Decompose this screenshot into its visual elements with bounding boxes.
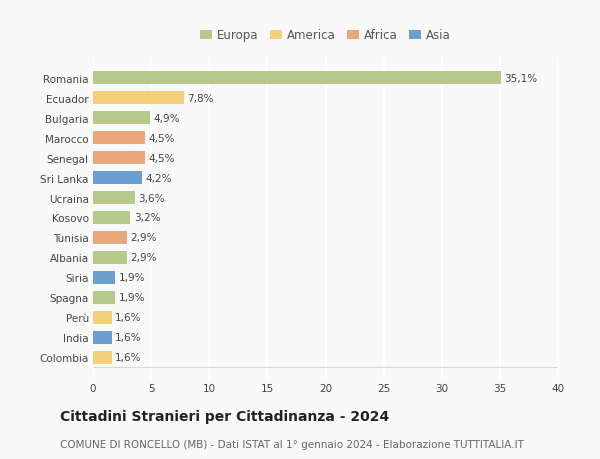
Bar — [93, 331, 112, 344]
Bar — [93, 252, 127, 264]
Bar — [93, 152, 145, 165]
Text: 2,9%: 2,9% — [130, 253, 157, 263]
Text: 1,9%: 1,9% — [119, 293, 145, 303]
Bar — [93, 212, 130, 224]
Text: 4,5%: 4,5% — [149, 133, 175, 143]
Text: 35,1%: 35,1% — [505, 73, 538, 84]
Text: 4,9%: 4,9% — [154, 113, 180, 123]
Text: 4,2%: 4,2% — [145, 173, 172, 183]
Text: 2,9%: 2,9% — [130, 233, 157, 243]
Legend: Europa, America, Africa, Asia: Europa, America, Africa, Asia — [196, 25, 455, 47]
Text: 1,9%: 1,9% — [119, 273, 145, 283]
Text: 1,6%: 1,6% — [115, 353, 142, 363]
Text: 4,5%: 4,5% — [149, 153, 175, 163]
Bar — [93, 172, 142, 185]
Text: 3,6%: 3,6% — [139, 193, 165, 203]
Bar — [93, 191, 135, 205]
Bar — [93, 72, 501, 85]
Bar — [93, 291, 115, 304]
Text: 1,6%: 1,6% — [115, 333, 142, 342]
Bar — [93, 231, 127, 245]
Text: 1,6%: 1,6% — [115, 313, 142, 323]
Bar — [93, 351, 112, 364]
Bar — [93, 112, 150, 125]
Bar — [93, 311, 112, 324]
Text: 7,8%: 7,8% — [187, 94, 214, 103]
Bar — [93, 92, 184, 105]
Text: Cittadini Stranieri per Cittadinanza - 2024: Cittadini Stranieri per Cittadinanza - 2… — [60, 409, 389, 423]
Text: 3,2%: 3,2% — [134, 213, 160, 223]
Bar — [93, 132, 145, 145]
Text: COMUNE DI RONCELLO (MB) - Dati ISTAT al 1° gennaio 2024 - Elaborazione TUTTITALI: COMUNE DI RONCELLO (MB) - Dati ISTAT al … — [60, 440, 524, 449]
Bar — [93, 271, 115, 284]
